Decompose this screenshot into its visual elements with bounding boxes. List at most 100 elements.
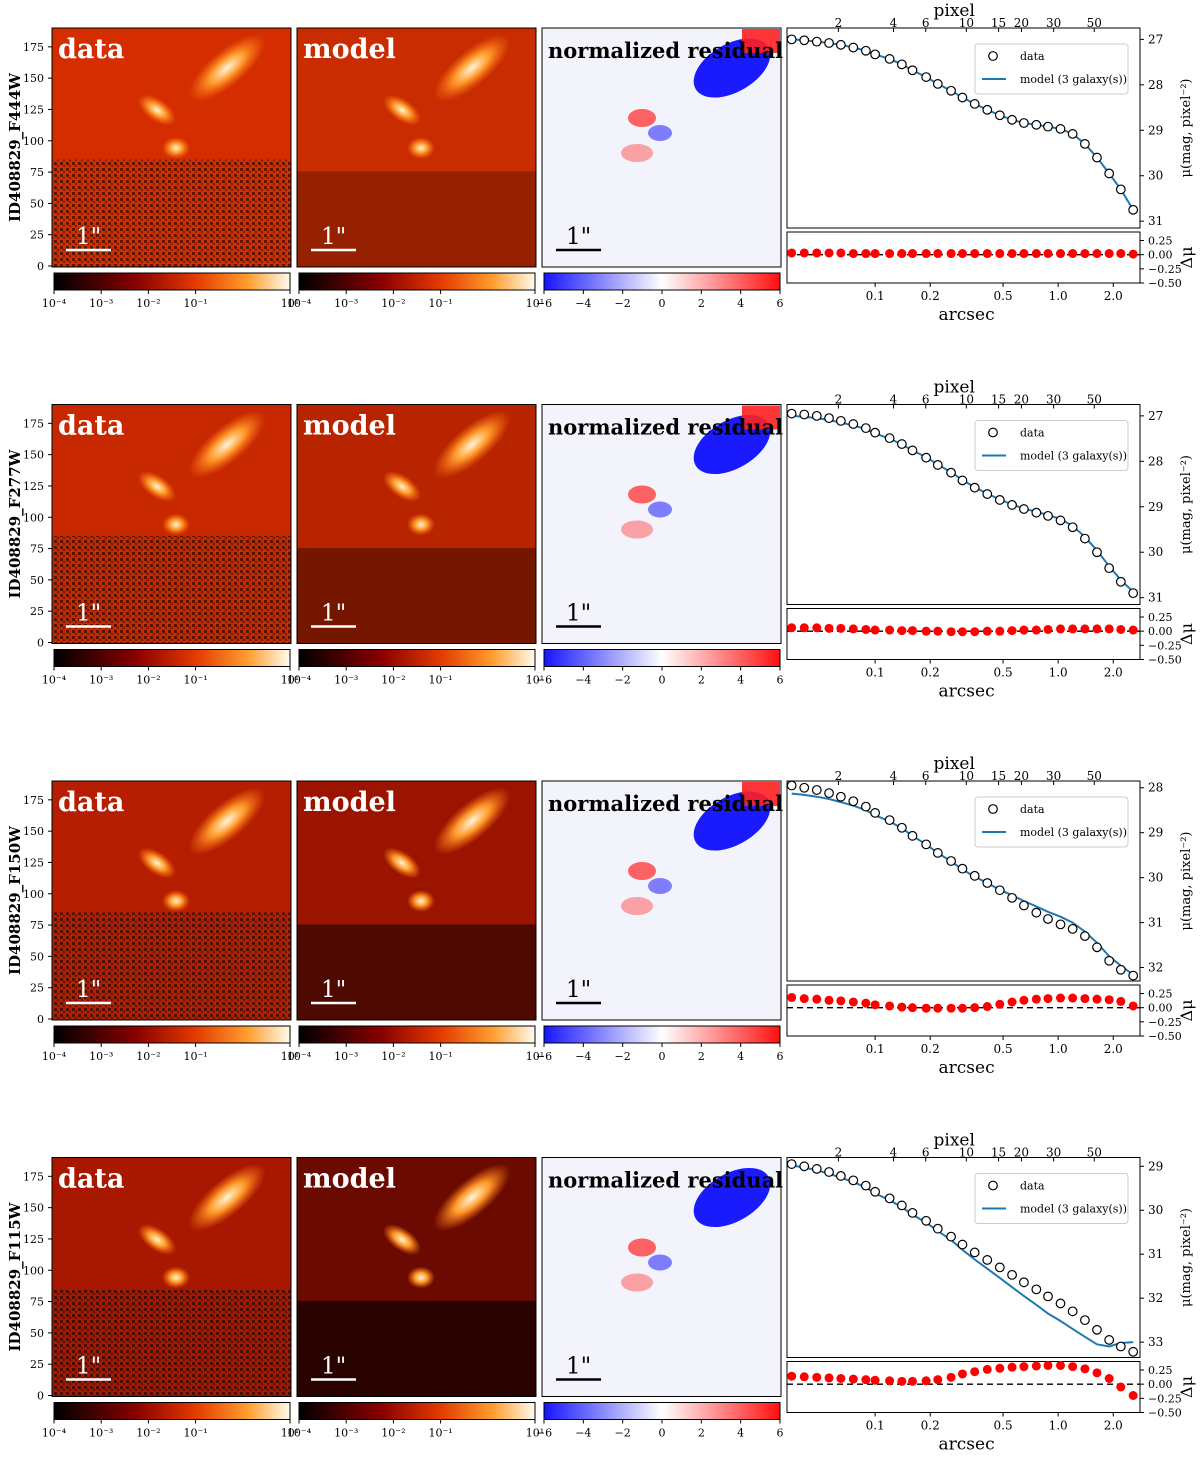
residual-point <box>1116 624 1126 634</box>
residual-point <box>1031 994 1041 1004</box>
y-tick-label: 50 <box>30 574 44 587</box>
colorbar-residual: −6 −4 −2 0 2 4 6 <box>536 649 784 687</box>
residual-point <box>812 248 822 258</box>
data-point <box>1080 533 1090 544</box>
scale-bar-label: 1" <box>321 1354 346 1380</box>
row-label: ID408829_F277W <box>6 448 24 598</box>
colorbar-tick-label: 10⁻² <box>381 1427 405 1440</box>
colorbar-tick-label: 6 <box>777 674 784 687</box>
colorbar <box>543 272 781 291</box>
data-point <box>870 808 881 818</box>
residual-point <box>907 1003 917 1013</box>
colorbar-tick-label: −6 <box>536 674 552 687</box>
x-tick-label: 0.5 <box>994 289 1013 303</box>
residual-point <box>1007 997 1017 1007</box>
panel-title: data <box>58 1164 124 1195</box>
data-point <box>957 92 968 103</box>
data-point <box>1055 515 1066 526</box>
panel-title: normalized residual <box>548 1168 783 1193</box>
y-tick-label: 31 <box>1148 591 1163 605</box>
colorbar-tick-label: 10¹ <box>526 297 544 310</box>
top-tick-label: 15 <box>991 393 1006 407</box>
colorbar-tick-label: 10⁻¹ <box>428 1427 452 1440</box>
galaxy-lower <box>162 137 190 159</box>
data-point <box>1055 919 1066 930</box>
data-point <box>1115 1341 1126 1352</box>
legend-model-label: model (3 galaxy(s)) <box>1020 1203 1127 1216</box>
residual-point <box>1019 1362 1029 1372</box>
profile-frame <box>786 1157 1141 1358</box>
residual-point <box>1019 249 1029 259</box>
legend-box <box>974 796 1129 848</box>
y-tick-label: 100 <box>23 511 44 524</box>
data-point <box>1007 892 1017 903</box>
colorbar <box>53 272 291 291</box>
data-point <box>1007 500 1017 510</box>
x-tick-label: 2.0 <box>1104 1419 1123 1433</box>
data-point <box>1128 970 1139 981</box>
scale-bar-label: 1" <box>321 601 346 627</box>
top-tick-label: 2 <box>835 16 843 30</box>
y-tick-label: 28 <box>1148 78 1163 92</box>
data-point <box>1104 563 1115 574</box>
legend-data-marker <box>988 804 998 814</box>
data-point <box>1007 1269 1017 1280</box>
colorbar-tick-label: 0 <box>659 297 666 310</box>
panel-title: data <box>58 787 124 818</box>
panel-model: model 1" 10⁻⁴ 10⁻³ 10⁻² 10⁻¹ 10¹ <box>287 780 544 1063</box>
residual-point <box>946 249 956 259</box>
residual-point <box>1056 993 1066 1003</box>
colorbar-tick-label: −4 <box>575 297 591 310</box>
colorbar-tick-label: 10¹ <box>281 297 299 310</box>
colorbar-tick-label: −2 <box>615 297 631 310</box>
legend: data model (3 galaxy(s)) <box>974 420 1129 471</box>
y-tick-label: 30 <box>1148 1203 1163 1217</box>
residual-point <box>970 627 980 637</box>
colorbar-tick-label: 10⁻² <box>136 1427 160 1440</box>
residual-point <box>982 626 992 636</box>
data-point <box>982 1255 993 1265</box>
top-tick-label: 20 <box>1014 16 1029 30</box>
scale-bar-label: 1" <box>76 1354 101 1380</box>
residual-tick-label: 0.25 <box>1148 611 1173 624</box>
residual-tick-label: −0.25 <box>1148 1392 1182 1405</box>
model-fade <box>297 924 536 1020</box>
y-tick-label: 30 <box>1148 545 1163 559</box>
residual-point <box>897 1376 907 1386</box>
residual-tick-label: 0.00 <box>1148 249 1173 262</box>
residual-point <box>907 626 917 636</box>
colorbar-tick-label: −2 <box>615 674 631 687</box>
x-tick-label: 2.0 <box>1104 666 1123 680</box>
top-axis-label: pixel <box>934 1 975 21</box>
data-point <box>1031 119 1042 130</box>
x-tick-label: 0.1 <box>866 289 885 303</box>
y-tick-label: 27 <box>1148 32 1163 46</box>
y-tick-label: 150 <box>23 825 44 838</box>
legend-model-label: model (3 galaxy(s)) <box>1020 826 1127 839</box>
y-tick-label: 29 <box>1148 826 1163 840</box>
residual-point <box>1068 1362 1078 1372</box>
residual-point <box>970 1003 980 1013</box>
profile-chart: pixel 2 4 6 10 15 20 30 50 27 28 29 30 31 μ(mag, pixel… <box>786 378 1196 702</box>
top-axis-label: pixel <box>934 754 975 774</box>
data-point <box>957 863 968 874</box>
residual-point <box>1031 249 1041 259</box>
legend-box <box>974 420 1129 471</box>
residual-point <box>1019 995 1029 1005</box>
residual-point <box>1043 1360 1053 1370</box>
data-point <box>1043 121 1053 132</box>
residual-point <box>921 626 931 636</box>
galaxy-upper <box>137 1223 177 1256</box>
residual-point <box>787 248 797 258</box>
colorbar-tick-label: 10⁻² <box>381 674 405 687</box>
data-point <box>946 85 956 96</box>
colorbar-tick-label: 0 <box>659 1050 666 1063</box>
data-point <box>835 1171 846 1181</box>
y-tick-label: 29 <box>1148 123 1163 137</box>
y-tick-label: 100 <box>23 888 44 901</box>
residual-blob-core <box>648 878 672 894</box>
colorbar-residual: −6 −4 −2 0 2 4 6 <box>536 272 784 310</box>
galaxy-lower <box>407 513 435 536</box>
residual-point <box>1092 1368 1102 1378</box>
residual-blob-core <box>621 1273 653 1292</box>
